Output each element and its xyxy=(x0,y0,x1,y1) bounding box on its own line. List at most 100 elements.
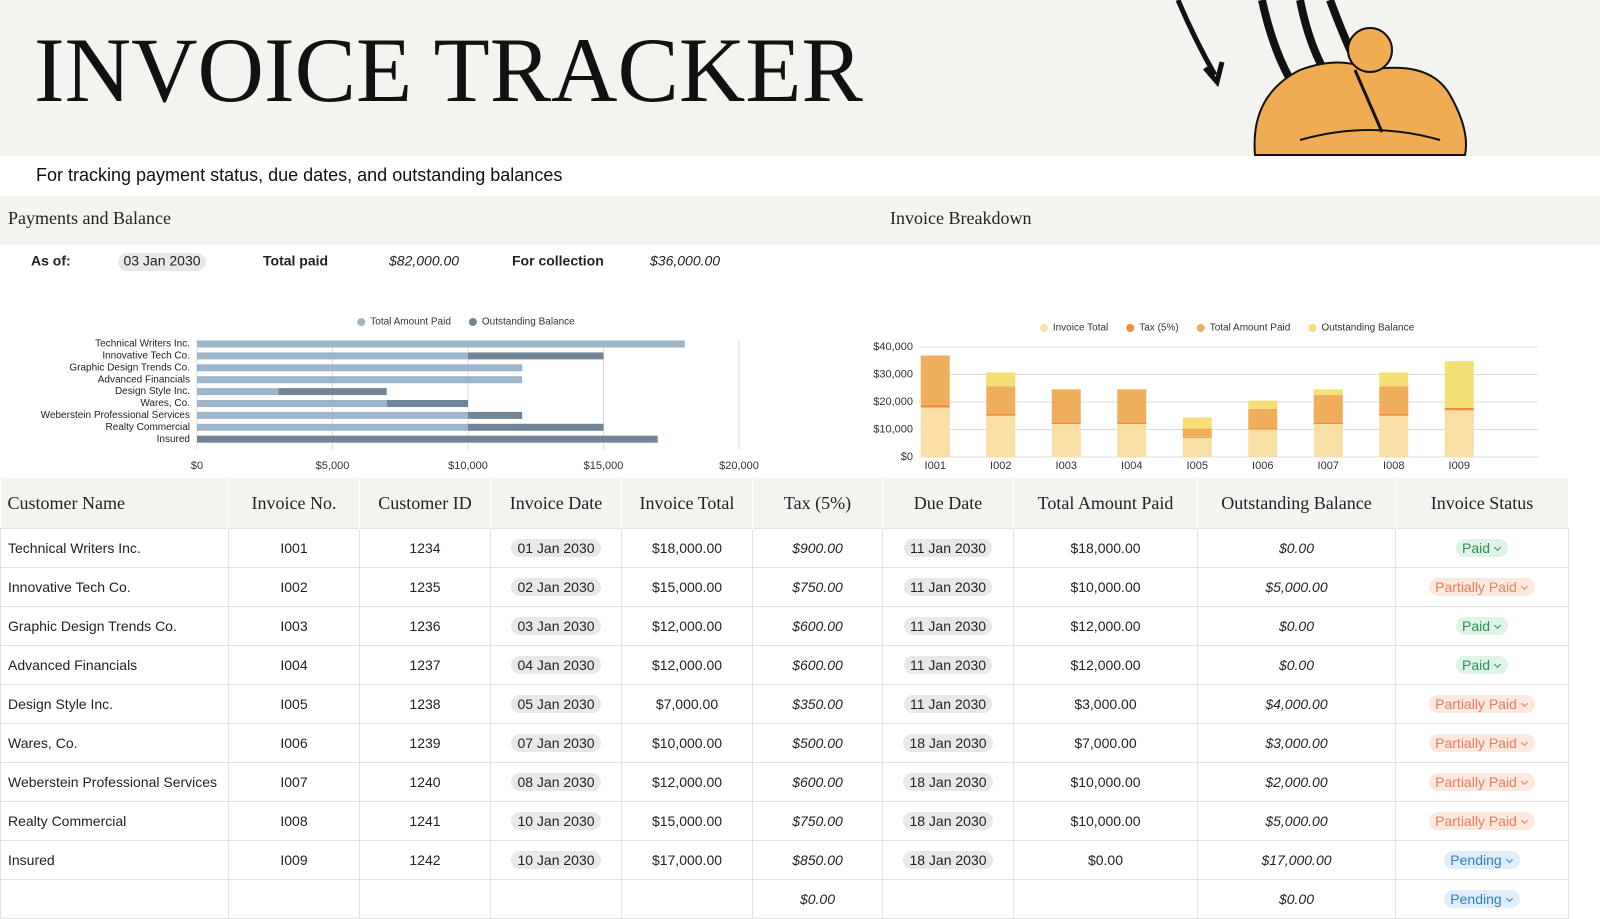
bar-segment xyxy=(1313,394,1343,423)
cell-text: $12,000.00 xyxy=(651,774,723,790)
cell-text: Graphic Design Trends Co. xyxy=(8,618,177,634)
table-cell: Partially Paid xyxy=(1395,762,1569,802)
status-badge[interactable]: Partially Paid xyxy=(1429,773,1535,791)
cell-text: $0.00 xyxy=(1278,540,1315,556)
x-tick-label: I004 xyxy=(1121,460,1142,472)
status-badge[interactable]: Partially Paid xyxy=(1429,812,1535,830)
cell-text: $600.00 xyxy=(792,774,843,790)
bar-segment xyxy=(1182,417,1212,429)
cell-text: $18,000.00 xyxy=(651,540,723,556)
date-pill: 11 Jan 2030 xyxy=(903,656,993,674)
x-tick-label: I003 xyxy=(1056,460,1077,472)
bar-segment xyxy=(197,352,468,360)
table-cell: 1238 xyxy=(359,684,491,724)
cell-text: $0.00 xyxy=(1278,618,1315,634)
table-cell: $15,000.00 xyxy=(621,567,753,607)
bar-segment xyxy=(1182,436,1212,438)
status-badge[interactable]: Partially Paid xyxy=(1429,734,1535,752)
cell-text: $350.00 xyxy=(792,696,843,712)
table-cell: I003 xyxy=(228,606,360,646)
status-badge[interactable]: Pending xyxy=(1444,851,1520,869)
table-cell: $0.00 xyxy=(1197,645,1396,685)
date-pill: 18 Jan 2030 xyxy=(903,734,993,752)
bar-segment xyxy=(1248,428,1278,430)
status-badge[interactable]: Paid xyxy=(1455,617,1509,635)
x-tick-label: I001 xyxy=(925,460,946,472)
summary-label: Total paid xyxy=(263,253,328,269)
summary-label: As of: xyxy=(31,253,71,269)
cell-text: Wares, Co. xyxy=(8,735,78,751)
table-cell: $350.00 xyxy=(752,684,883,724)
cell-text: $750.00 xyxy=(792,813,843,829)
cell-text: 1238 xyxy=(409,696,441,712)
table-cell xyxy=(228,879,360,919)
y-tick-label: Realty Commercial xyxy=(106,422,190,433)
table-cell: $17,000.00 xyxy=(1197,840,1396,880)
table-row: Weberstein Professional Services I007 1240… xyxy=(0,762,1569,802)
dashboard: INVOICE TRACKER For tracking payment sta… xyxy=(0,0,1600,472)
cell-text: 1239 xyxy=(409,735,441,751)
table-row: Realty Commercial I008 1241 10 Jan 2030 $15,… xyxy=(0,801,1569,841)
status-badge[interactable]: Paid xyxy=(1455,539,1509,557)
table-cell: $5,000.00 xyxy=(1197,567,1396,607)
y-tick-label: Innovative Tech Co. xyxy=(102,351,190,362)
table-cell: $18,000.00 xyxy=(1013,528,1198,568)
legend-marker xyxy=(1196,324,1205,332)
table-cell: I004 xyxy=(228,645,360,685)
table-cell: Partially Paid xyxy=(1395,684,1569,724)
date-pill: 11 Jan 2030 xyxy=(903,578,993,596)
status-badge[interactable]: Partially Paid xyxy=(1429,695,1535,713)
bar-segment xyxy=(1313,424,1343,457)
bar-segment xyxy=(197,364,523,372)
bar-segment xyxy=(1182,437,1212,457)
cell-text: $3,000.00 xyxy=(1074,696,1137,712)
cell-text: $12,000.00 xyxy=(651,657,723,673)
table-row: Graphic Design Trends Co. I003 1236 03 Jan … xyxy=(0,606,1569,646)
status-badge[interactable]: Paid xyxy=(1455,656,1509,674)
table-cell: 11 Jan 2030 xyxy=(882,645,1014,685)
table-cell: Design Style Inc. xyxy=(0,684,229,724)
table-cell: 1242 xyxy=(359,840,491,880)
table-cell: $15,000.00 xyxy=(621,801,753,841)
status-badge[interactable]: Partially Paid xyxy=(1429,578,1535,596)
y-tick-label: $0 xyxy=(901,451,913,463)
cell-text: 1240 xyxy=(409,774,441,790)
table-cell: 1240 xyxy=(359,762,491,802)
cell-text: Design Style Inc. xyxy=(8,696,114,712)
table-cell: 1234 xyxy=(359,528,491,568)
cell-text: 1236 xyxy=(409,618,441,634)
bar-segment xyxy=(1051,424,1081,457)
table-cell: 08 Jan 2030 xyxy=(490,762,622,802)
y-tick-label: $30,000 xyxy=(873,368,913,380)
column-header: Total Amount Paid xyxy=(1013,478,1198,529)
cell-text: $850.00 xyxy=(792,852,843,868)
table-row: Innovative Tech Co. I002 1235 02 Jan 2030 $1… xyxy=(0,567,1569,607)
bar-segment xyxy=(1379,413,1409,416)
date-pill: 10 Jan 2030 xyxy=(511,851,601,869)
cell-text: I003 xyxy=(280,618,308,634)
cell-text: $2,000.00 xyxy=(1265,774,1328,790)
y-tick-label: Insured xyxy=(157,434,190,445)
legend: Invoice Total Tax (5%) Total Amount Paid Ou… xyxy=(1039,323,1415,334)
table-cell: Paid xyxy=(1395,528,1569,568)
cell-text: $600.00 xyxy=(792,657,843,673)
summary-label: For collection xyxy=(512,253,604,269)
column-header: Invoice Status xyxy=(1395,478,1569,529)
table-cell: I002 xyxy=(228,567,360,607)
legend-marker xyxy=(468,318,477,326)
cell-text: $12,000.00 xyxy=(1070,618,1141,634)
table-body: Technical Writers Inc. I001 1234 01 Jan 203… xyxy=(0,528,1569,919)
x-tick-label: I006 xyxy=(1252,460,1273,472)
cell-text: $17,000.00 xyxy=(1261,852,1332,868)
bar-segment xyxy=(1444,407,1474,411)
status-badge[interactable]: Pending xyxy=(1444,890,1520,908)
table-cell: $500.00 xyxy=(752,723,883,763)
title: INVOICE TRACKER xyxy=(34,19,863,121)
cell-text: 1237 xyxy=(409,657,441,673)
table-cell: Pending xyxy=(1395,840,1569,880)
cell-text: $12,000.00 xyxy=(1070,657,1141,673)
cell-text: $15,000.00 xyxy=(651,813,723,829)
legend-marker xyxy=(1126,324,1135,332)
table-cell: $0.00 xyxy=(1197,528,1396,568)
table-cell: $0.00 xyxy=(1197,879,1396,919)
